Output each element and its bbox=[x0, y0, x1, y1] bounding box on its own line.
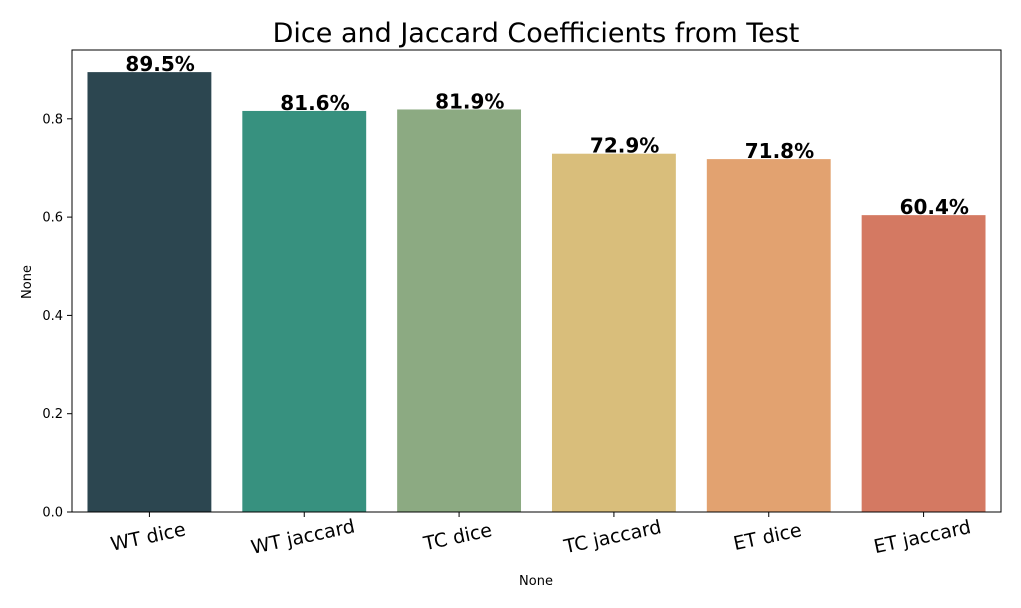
x-tick-label: ET jaccard bbox=[872, 516, 973, 558]
bar-value-label: 60.4% bbox=[900, 195, 969, 219]
bar-wt-jaccard bbox=[242, 110, 367, 513]
x-tick-label: TC jaccard bbox=[561, 516, 663, 558]
y-tick-label: 0.8 bbox=[42, 112, 63, 127]
bar-tc-dice bbox=[397, 109, 522, 512]
x-axis-label: None bbox=[519, 574, 553, 589]
bar-value-label: 72.9% bbox=[590, 134, 659, 158]
bar-et-jaccard bbox=[861, 215, 986, 512]
chart-title: Dice and Jaccard Coefficients from Test bbox=[273, 18, 800, 49]
bar-value-label: 71.8% bbox=[745, 139, 814, 163]
bar-wt-dice bbox=[87, 72, 212, 513]
x-tick-label: TC dice bbox=[421, 519, 494, 555]
bar-value-label: 81.9% bbox=[435, 89, 504, 113]
x-tick-label: WT jaccard bbox=[249, 515, 357, 558]
y-axis-label: None bbox=[20, 265, 35, 299]
y-tick-label: 0.6 bbox=[42, 211, 63, 226]
bar-et-dice bbox=[706, 159, 831, 512]
y-tick-label: 0.2 bbox=[42, 407, 63, 422]
bar-tc-jaccard bbox=[551, 153, 676, 512]
y-tick-label: 0.4 bbox=[42, 309, 63, 324]
x-tick-label: WT dice bbox=[109, 518, 188, 555]
bar-value-label: 81.6% bbox=[280, 91, 349, 115]
y-tick-label: 0.0 bbox=[42, 506, 63, 521]
plot-area: 0.0 0.2 0.4 0.6 0.8 WT dice WT jaccard TC dice T… bbox=[42, 49, 1002, 559]
x-tick-label: ET dice bbox=[731, 519, 803, 555]
axes-frame bbox=[71, 49, 1002, 513]
bar-value-label: 89.5% bbox=[125, 52, 194, 76]
